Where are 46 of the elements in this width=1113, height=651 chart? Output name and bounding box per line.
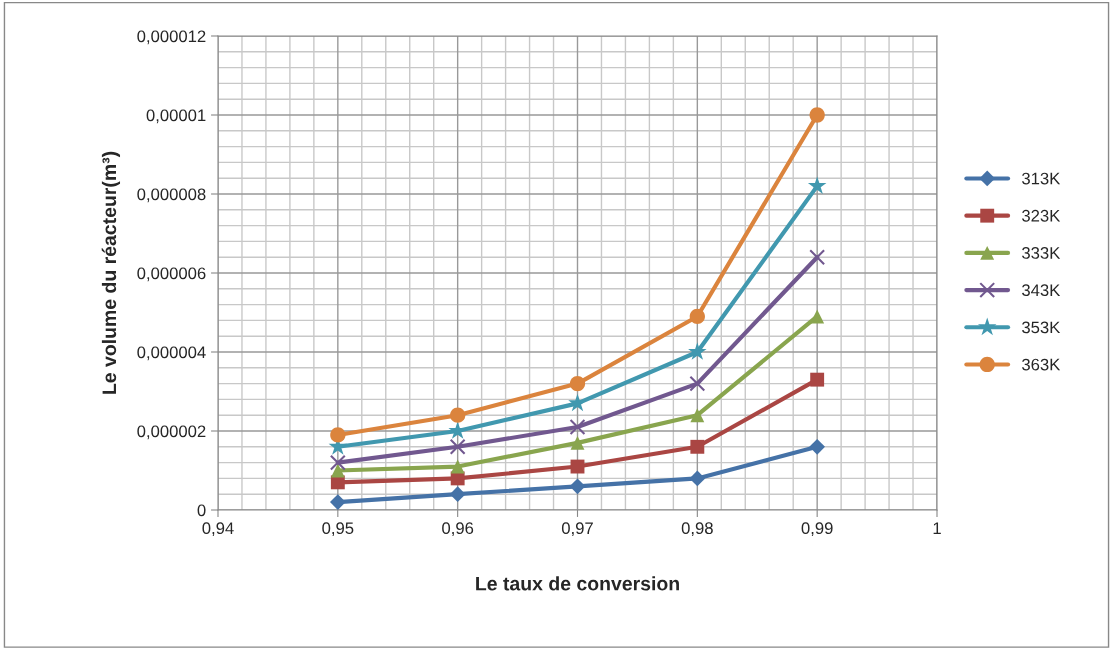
point	[569, 375, 586, 392]
point	[329, 454, 346, 471]
point	[449, 438, 466, 455]
point	[330, 463, 345, 478]
y-tick-label: 0,000012	[137, 30, 206, 45]
point	[810, 309, 825, 324]
point	[809, 107, 825, 123]
point	[330, 427, 346, 443]
x-tick-label: 0,95	[322, 522, 354, 537]
point	[690, 439, 705, 454]
point	[807, 176, 827, 194]
point	[690, 408, 705, 423]
point	[689, 470, 706, 487]
legend-label: 363K	[1022, 358, 1061, 371]
point	[689, 375, 706, 392]
point	[450, 459, 465, 474]
point	[570, 435, 585, 450]
y-tick-label: 0	[197, 504, 206, 517]
x-tick-label: 0,94	[202, 522, 234, 537]
point	[569, 478, 586, 495]
y-tick-label: 0,000002	[137, 425, 206, 440]
y-axis-title: Le volume du réacteur(m³)	[101, 151, 121, 394]
x-axis-title: Le taux de conversion	[476, 576, 679, 591]
x-tick-label: 1	[933, 522, 941, 534]
point	[809, 438, 826, 455]
point	[689, 308, 705, 325]
x-tick-label: 0,97	[561, 522, 593, 537]
legend-label: 353K	[1022, 321, 1061, 334]
legend-label: 343K	[1022, 284, 1061, 297]
point	[569, 419, 586, 436]
point	[688, 342, 707, 360]
x-tick-label: 0,96	[442, 522, 474, 537]
point	[450, 407, 466, 423]
y-tick-label: 0,000008	[137, 188, 206, 203]
point	[329, 494, 346, 510]
point	[449, 486, 466, 503]
point	[809, 249, 826, 266]
legend-label: 333K	[1022, 247, 1061, 259]
y-tick-label: 0,00001	[146, 109, 206, 124]
x-tick-label: 0,99	[801, 522, 833, 537]
x-tick-label: 0,98	[681, 522, 713, 537]
y-tick-label: 0,000006	[137, 267, 206, 282]
y-tick-label: 0,000004	[137, 346, 206, 361]
legend-label: 323K	[1022, 209, 1061, 222]
legend-label: 313K	[1022, 172, 1061, 185]
point	[810, 372, 825, 387]
